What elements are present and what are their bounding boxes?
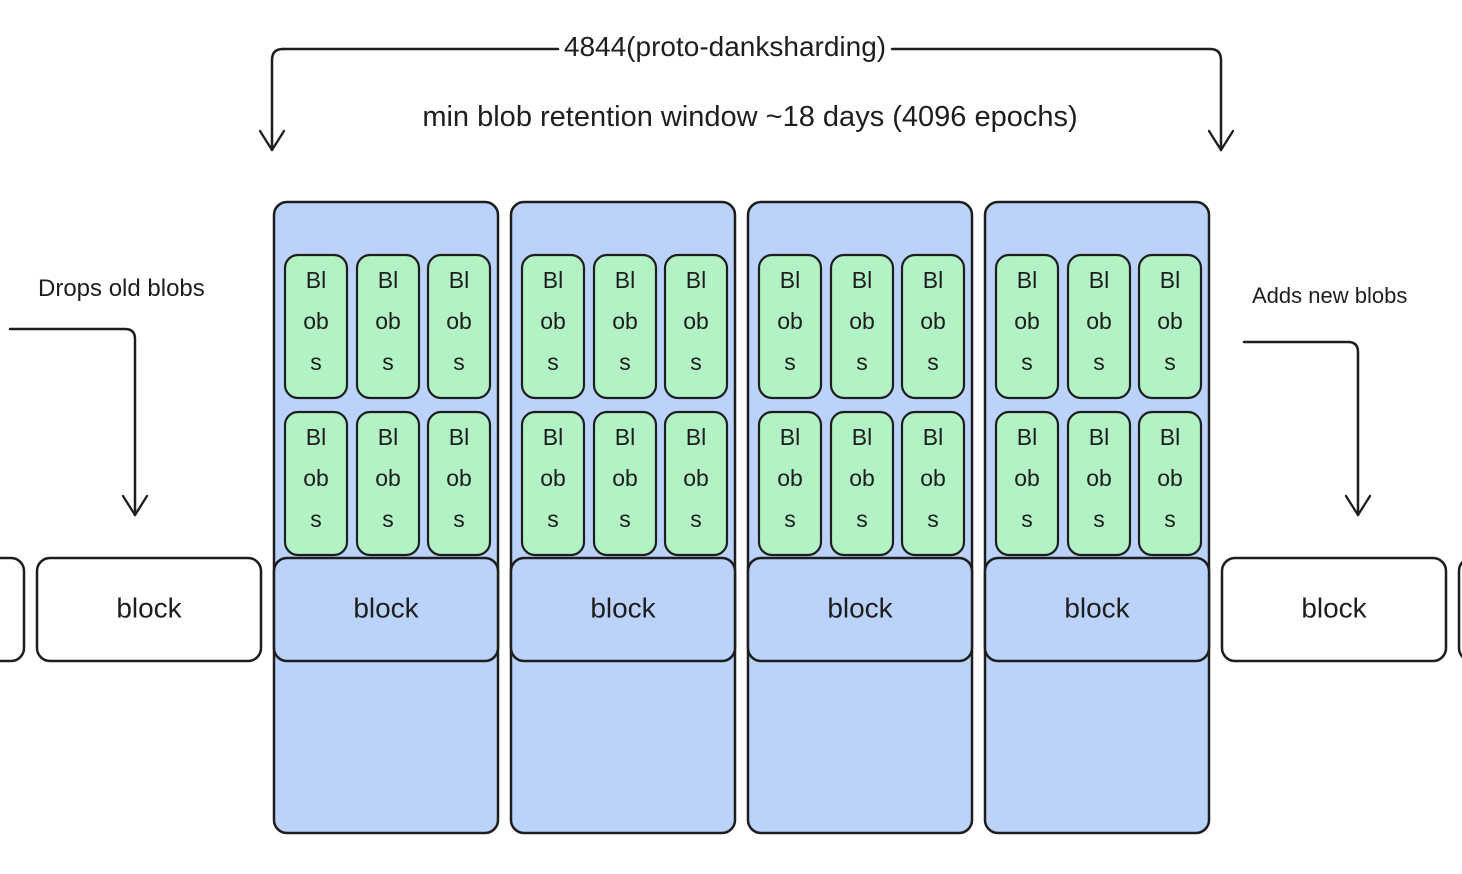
svg-text:block: block — [1301, 593, 1367, 624]
svg-text:block: block — [827, 593, 893, 624]
svg-text:4844(proto-danksharding): 4844(proto-danksharding) — [564, 31, 886, 62]
svg-text:block: block — [590, 593, 656, 624]
svg-text:Drops old blobs: Drops old blobs — [38, 275, 205, 302]
svg-text:block: block — [116, 593, 182, 624]
svg-text:min blob retention window ~18: min blob retention window ~18 days (4096… — [422, 101, 1077, 133]
svg-text:block: block — [1064, 593, 1130, 624]
svg-text:Adds new blobs: Adds new blobs — [1252, 283, 1407, 308]
svg-text:block: block — [353, 593, 419, 624]
